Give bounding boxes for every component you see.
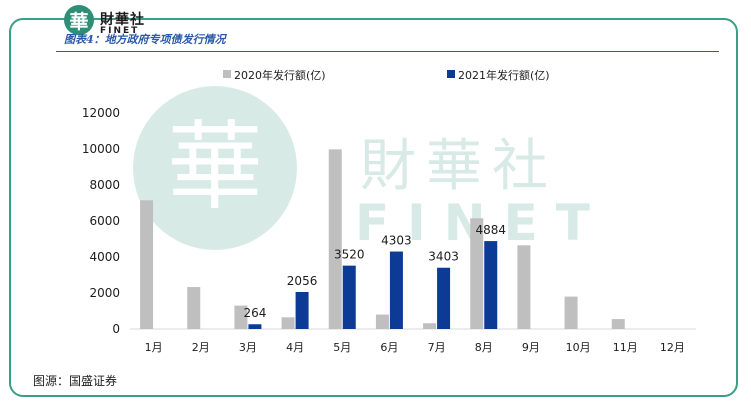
watermark-glyph: 華: [167, 111, 263, 223]
data-label: 264: [243, 306, 266, 320]
x-tick-label: 12月: [660, 341, 685, 354]
bar-2020: [517, 245, 531, 329]
legend-label-2021: 2021年发行额(亿): [458, 68, 550, 82]
data-label: 2056: [287, 274, 318, 288]
x-tick-label: 6月: [380, 341, 398, 354]
bar-2020: [423, 323, 437, 329]
bars: [140, 149, 625, 329]
legend-label-2020: 2020年发行额(亿): [234, 68, 326, 82]
x-tick-label: 5月: [333, 341, 351, 354]
finet-logo-icon: 華: [64, 5, 94, 35]
bar-2021: [484, 241, 498, 329]
x-tick-label: 11月: [613, 341, 638, 354]
bar-2020: [328, 149, 342, 329]
y-tick-label: 12000: [82, 106, 120, 120]
chart-frame: [9, 18, 738, 397]
x-axis: 1月 2月 3月 4月 5月 6月 7月 8月 9月 10月 11月 12月: [145, 341, 685, 354]
data-labels: 264 2056 3520 4303 3403 4884: [243, 223, 506, 320]
caption-rule: [56, 51, 719, 52]
legend: 2020年发行额(亿) 2021年发行额(亿): [223, 68, 550, 82]
y-tick-label: 4000: [89, 250, 120, 264]
bar-2020: [611, 319, 625, 329]
watermark: 華 財華社 FINET: [133, 86, 590, 252]
y-tick-label: 8000: [89, 178, 120, 192]
x-tick-label: 9月: [522, 341, 540, 354]
x-tick-label: 3月: [239, 341, 257, 354]
x-tick-label: 10月: [566, 341, 591, 354]
data-label: 3520: [334, 248, 365, 262]
brand-name-en: FINET: [100, 26, 140, 36]
bar-2021: [248, 324, 262, 329]
bar-2020: [564, 296, 578, 329]
bar-2021: [342, 265, 356, 329]
x-tick-label: 4月: [286, 341, 304, 354]
bar-2021: [437, 267, 451, 329]
x-tick-label: 2月: [192, 341, 210, 354]
source-note: 图源：国盛证券: [33, 374, 118, 388]
legend-swatch-2021: [447, 70, 455, 78]
bar-2021: [295, 291, 309, 329]
bar-2021: [389, 251, 403, 329]
data-label: 4884: [475, 223, 506, 237]
y-tick-label: 0: [112, 322, 120, 336]
bar-2020: [140, 200, 154, 329]
y-tick-label: 10000: [82, 142, 120, 156]
x-tick-label: 1月: [145, 341, 163, 354]
watermark-seal: [133, 86, 297, 250]
bar-2020: [375, 314, 389, 329]
brand-name: 財華社: [100, 12, 145, 28]
legend-swatch-2020: [223, 70, 231, 78]
chart-caption: 图表4：地方政府专项债发行情况: [64, 33, 226, 46]
data-label: 4303: [381, 234, 412, 248]
data-label: 3403: [428, 250, 459, 264]
bar-2020: [281, 317, 295, 329]
bar-2020: [234, 305, 248, 329]
x-tick-label: 7月: [428, 341, 446, 354]
watermark-brand-cn: 財華社: [360, 134, 558, 199]
bar-2020: [470, 218, 484, 329]
x-tick-label: 8月: [475, 341, 493, 354]
y-tick-label: 6000: [89, 214, 120, 228]
y-tick-label: 2000: [89, 286, 120, 300]
y-axis: 0 2000 4000 6000 8000 10000 12000: [82, 106, 120, 336]
bar-2020: [187, 287, 201, 329]
